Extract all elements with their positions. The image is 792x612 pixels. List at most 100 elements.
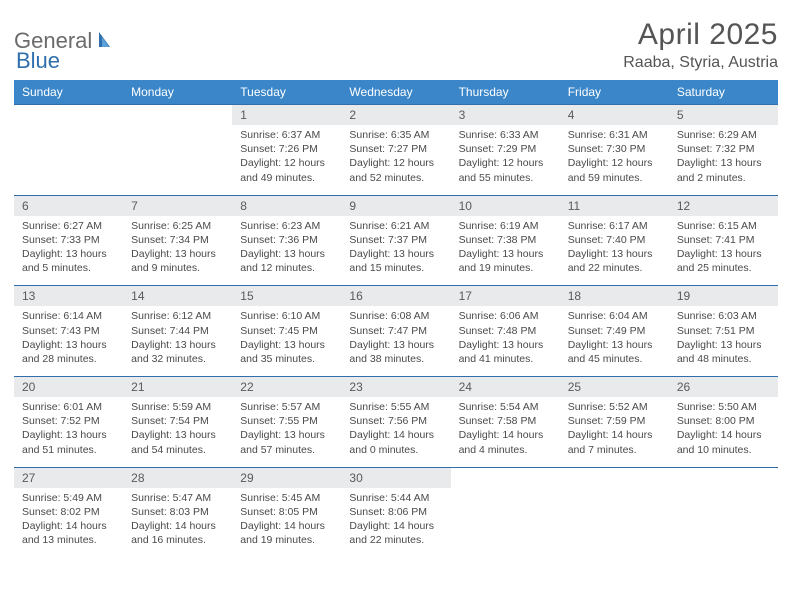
day-number-cell: 7 (123, 195, 232, 216)
day-number-cell (669, 467, 778, 488)
day-content-cell: Sunrise: 6:29 AMSunset: 7:32 PMDaylight:… (669, 125, 778, 195)
month-title: April 2025 (623, 18, 778, 52)
day-content-cell: Sunrise: 5:57 AMSunset: 7:55 PMDaylight:… (232, 397, 341, 467)
sunset-text: Sunset: 7:32 PM (677, 142, 770, 156)
sunset-text: Sunset: 8:06 PM (349, 505, 442, 519)
day-number-cell: 9 (341, 195, 450, 216)
day-content-cell: Sunrise: 5:49 AMSunset: 8:02 PMDaylight:… (14, 488, 123, 558)
sunset-text: Sunset: 7:54 PM (131, 414, 224, 428)
daylight-text: Daylight: 14 hours and 4 minutes. (459, 428, 552, 456)
day-content-cell: Sunrise: 6:23 AMSunset: 7:36 PMDaylight:… (232, 216, 341, 286)
daylight-text: Daylight: 13 hours and 32 minutes. (131, 338, 224, 366)
sunset-text: Sunset: 7:49 PM (568, 324, 661, 338)
day-number-cell: 2 (341, 105, 450, 126)
day-content-cell (560, 488, 669, 558)
day-header-row: Sunday Monday Tuesday Wednesday Thursday… (14, 80, 778, 105)
sunrise-text: Sunrise: 5:50 AM (677, 400, 770, 414)
sunrise-text: Sunrise: 5:47 AM (131, 491, 224, 505)
day-number-cell: 6 (14, 195, 123, 216)
day-number-cell: 17 (451, 286, 560, 307)
daynum-row: 20212223242526 (14, 377, 778, 398)
sunrise-text: Sunrise: 6:04 AM (568, 309, 661, 323)
day-content-cell: Sunrise: 6:21 AMSunset: 7:37 PMDaylight:… (341, 216, 450, 286)
day-content-cell (669, 488, 778, 558)
daylight-text: Daylight: 14 hours and 13 minutes. (22, 519, 115, 547)
daynum-row: 6789101112 (14, 195, 778, 216)
sunset-text: Sunset: 7:26 PM (240, 142, 333, 156)
sunset-text: Sunset: 7:29 PM (459, 142, 552, 156)
day-content-cell: Sunrise: 5:59 AMSunset: 7:54 PMDaylight:… (123, 397, 232, 467)
day-number-cell: 10 (451, 195, 560, 216)
day-number-cell: 19 (669, 286, 778, 307)
day-content-cell: Sunrise: 6:27 AMSunset: 7:33 PMDaylight:… (14, 216, 123, 286)
daylight-text: Daylight: 13 hours and 2 minutes. (677, 156, 770, 184)
sunset-text: Sunset: 7:51 PM (677, 324, 770, 338)
day-number-cell: 23 (341, 377, 450, 398)
daylight-text: Daylight: 14 hours and 10 minutes. (677, 428, 770, 456)
day-content-cell: Sunrise: 5:47 AMSunset: 8:03 PMDaylight:… (123, 488, 232, 558)
daylight-text: Daylight: 13 hours and 48 minutes. (677, 338, 770, 366)
day-content-cell (451, 488, 560, 558)
daylight-text: Daylight: 13 hours and 9 minutes. (131, 247, 224, 275)
daynum-row: 12345 (14, 105, 778, 126)
day-number-cell: 12 (669, 195, 778, 216)
daylight-text: Daylight: 13 hours and 54 minutes. (131, 428, 224, 456)
sunrise-text: Sunrise: 5:44 AM (349, 491, 442, 505)
sunset-text: Sunset: 7:38 PM (459, 233, 552, 247)
sunset-text: Sunset: 7:27 PM (349, 142, 442, 156)
sunrise-text: Sunrise: 6:33 AM (459, 128, 552, 142)
day-number-cell: 21 (123, 377, 232, 398)
day-content-cell: Sunrise: 6:37 AMSunset: 7:26 PMDaylight:… (232, 125, 341, 195)
dayhead-sat: Saturday (669, 80, 778, 105)
sunrise-text: Sunrise: 6:37 AM (240, 128, 333, 142)
sunset-text: Sunset: 7:52 PM (22, 414, 115, 428)
dayhead-wed: Wednesday (341, 80, 450, 105)
content-row: Sunrise: 6:01 AMSunset: 7:52 PM Daylight:… (14, 397, 778, 467)
sunrise-text: Sunrise: 6:21 AM (349, 219, 442, 233)
sunrise-text: Sunrise: 5:54 AM (459, 400, 552, 414)
sunset-text: Sunset: 7:40 PM (568, 233, 661, 247)
day-content-cell: Sunrise: 6:25 AMSunset: 7:34 PMDaylight:… (123, 216, 232, 286)
day-content-cell: Sunrise: 6:01 AMSunset: 7:52 PMDaylight:… (14, 397, 123, 467)
daynum-row: 13141516171819 (14, 286, 778, 307)
sunrise-text: Sunrise: 6:31 AM (568, 128, 661, 142)
logo-text-blue: Blue (16, 48, 60, 74)
daylight-text: Daylight: 13 hours and 57 minutes. (240, 428, 333, 456)
title-block: April 2025 Raaba, Styria, Austria (623, 18, 778, 72)
day-content-cell: Sunrise: 5:44 AMSunset: 8:06 PMDaylight:… (341, 488, 450, 558)
sunrise-text: Sunrise: 6:14 AM (22, 309, 115, 323)
day-content-cell: Sunrise: 6:12 AMSunset: 7:44 PMDaylight:… (123, 306, 232, 376)
daylight-text: Daylight: 13 hours and 45 minutes. (568, 338, 661, 366)
day-number-cell: 13 (14, 286, 123, 307)
day-content-cell: Sunrise: 6:17 AMSunset: 7:40 PMDaylight:… (560, 216, 669, 286)
sunset-text: Sunset: 8:02 PM (22, 505, 115, 519)
day-content-cell: Sunrise: 6:04 AMSunset: 7:49 PMDaylight:… (560, 306, 669, 376)
day-number-cell: 11 (560, 195, 669, 216)
day-number-cell: 26 (669, 377, 778, 398)
day-content-cell: Sunrise: 5:54 AMSunset: 7:58 PMDaylight:… (451, 397, 560, 467)
logo-sail-icon (96, 29, 118, 54)
dayhead-sun: Sunday (14, 80, 123, 105)
day-number-cell (14, 105, 123, 126)
sunset-text: Sunset: 7:58 PM (459, 414, 552, 428)
sunset-text: Sunset: 7:41 PM (677, 233, 770, 247)
daylight-text: Daylight: 14 hours and 16 minutes. (131, 519, 224, 547)
sunset-text: Sunset: 7:44 PM (131, 324, 224, 338)
sunrise-text: Sunrise: 5:45 AM (240, 491, 333, 505)
sunrise-text: Sunrise: 6:35 AM (349, 128, 442, 142)
sunset-text: Sunset: 7:48 PM (459, 324, 552, 338)
sunrise-text: Sunrise: 6:08 AM (349, 309, 442, 323)
sunset-text: Sunset: 7:56 PM (349, 414, 442, 428)
daylight-text: Daylight: 14 hours and 0 minutes. (349, 428, 442, 456)
day-content-cell: Sunrise: 6:14 AMSunset: 7:43 PMDaylight:… (14, 306, 123, 376)
sunrise-text: Sunrise: 5:57 AM (240, 400, 333, 414)
dayhead-tue: Tuesday (232, 80, 341, 105)
daylight-text: Daylight: 13 hours and 25 minutes. (677, 247, 770, 275)
sunset-text: Sunset: 7:36 PM (240, 233, 333, 247)
day-number-cell (560, 467, 669, 488)
sunrise-text: Sunrise: 5:49 AM (22, 491, 115, 505)
daylight-text: Daylight: 12 hours and 52 minutes. (349, 156, 442, 184)
day-content-cell: Sunrise: 6:10 AMSunset: 7:45 PMDaylight:… (232, 306, 341, 376)
sunrise-text: Sunrise: 5:55 AM (349, 400, 442, 414)
sunrise-text: Sunrise: 6:01 AM (22, 400, 115, 414)
